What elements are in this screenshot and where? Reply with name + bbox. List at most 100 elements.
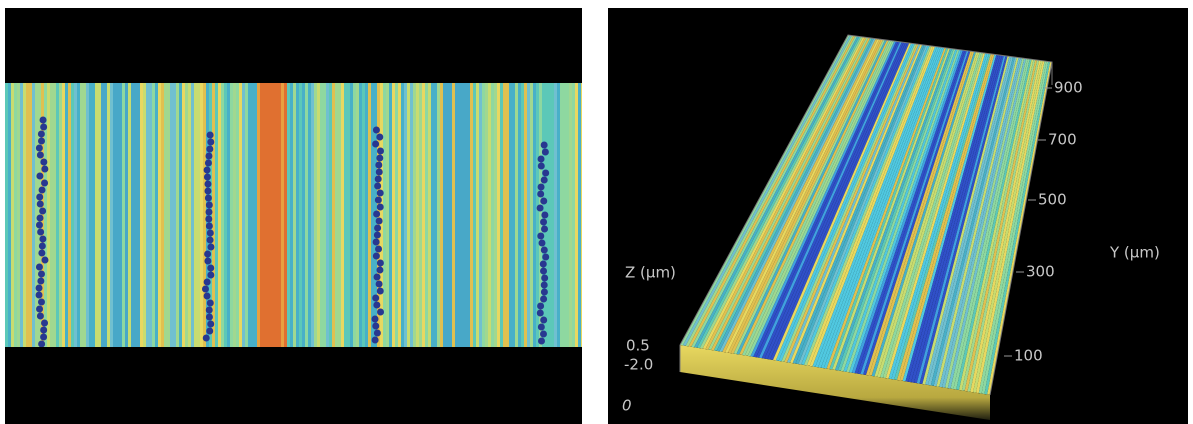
stripe	[293, 83, 296, 347]
stripe	[470, 83, 473, 347]
pit	[372, 337, 379, 344]
pit	[36, 173, 43, 180]
stripe	[506, 83, 509, 347]
pit	[37, 313, 44, 320]
stripe	[80, 83, 83, 347]
pit	[540, 219, 547, 226]
pit	[541, 289, 548, 296]
pit	[38, 250, 45, 257]
stripe	[116, 83, 119, 347]
stripe	[347, 83, 350, 347]
pit	[538, 324, 545, 331]
stripe	[14, 83, 17, 347]
stripe	[11, 83, 14, 347]
pit	[542, 149, 549, 156]
stripe	[386, 83, 389, 347]
stripe	[182, 83, 185, 347]
stripe	[401, 83, 404, 347]
stripe	[224, 83, 227, 347]
pit	[38, 131, 45, 138]
stripe	[452, 83, 455, 347]
stripe	[383, 83, 386, 347]
stripe	[578, 83, 581, 347]
pit	[39, 187, 46, 194]
pit	[377, 204, 384, 211]
pit	[373, 211, 380, 218]
stripe	[179, 83, 182, 347]
pit	[205, 153, 212, 160]
pit	[377, 148, 384, 155]
stripe	[107, 83, 110, 347]
stripe	[197, 83, 200, 347]
pit	[36, 194, 43, 201]
stripe	[140, 83, 143, 347]
pit	[204, 188, 211, 195]
stripe	[257, 83, 260, 347]
pit	[40, 124, 47, 131]
pit	[205, 195, 212, 202]
stripe	[575, 83, 578, 347]
stripe	[314, 83, 317, 347]
pit	[541, 226, 548, 233]
pit	[540, 261, 547, 268]
stripe	[146, 83, 149, 347]
pit	[37, 229, 44, 236]
stripe	[443, 83, 446, 347]
stripe	[83, 83, 86, 347]
stripe	[380, 83, 383, 347]
stripe	[20, 83, 23, 347]
stripe	[203, 83, 206, 347]
pit	[374, 274, 381, 281]
stripe	[143, 83, 146, 347]
stripe	[482, 83, 485, 347]
stripe	[266, 83, 269, 347]
pit	[206, 314, 213, 321]
stripe	[278, 83, 281, 347]
stripe	[512, 83, 515, 347]
stripe	[263, 83, 266, 347]
stripe	[320, 83, 323, 347]
pit	[204, 174, 211, 181]
pit	[40, 159, 47, 166]
pit	[541, 282, 548, 289]
pit	[375, 176, 382, 183]
pit	[372, 295, 379, 302]
stripe	[77, 83, 80, 347]
pit	[376, 134, 383, 141]
stripe	[479, 83, 482, 347]
pit	[41, 320, 48, 327]
pit	[542, 254, 549, 261]
pit	[376, 267, 383, 274]
stripe	[302, 83, 305, 347]
stripe	[200, 83, 203, 347]
stripe	[500, 83, 503, 347]
pit	[376, 155, 383, 162]
pit	[37, 278, 44, 285]
pit	[38, 341, 45, 348]
stripe	[446, 83, 449, 347]
stripe	[269, 83, 272, 347]
pit	[205, 209, 212, 216]
stripe	[287, 83, 290, 347]
stripe	[113, 83, 116, 347]
stripe	[296, 83, 299, 347]
pit	[41, 180, 48, 187]
stripe	[428, 83, 431, 347]
stripe	[212, 83, 215, 347]
stripe	[281, 83, 284, 347]
stripe	[416, 83, 419, 347]
pit	[373, 253, 380, 260]
z-axis-label: Z (µm)	[625, 264, 676, 282]
pit	[206, 202, 213, 209]
stripe	[467, 83, 470, 347]
stripe	[365, 83, 368, 347]
stripe	[473, 83, 476, 347]
stripe	[29, 83, 32, 347]
stripe	[284, 83, 287, 347]
stripe	[434, 83, 437, 347]
stripe	[74, 83, 77, 347]
y-tick-label: 500	[1038, 191, 1067, 209]
pit	[541, 275, 548, 282]
stripe	[350, 83, 353, 347]
z-tick-label: 0.5	[626, 337, 650, 355]
